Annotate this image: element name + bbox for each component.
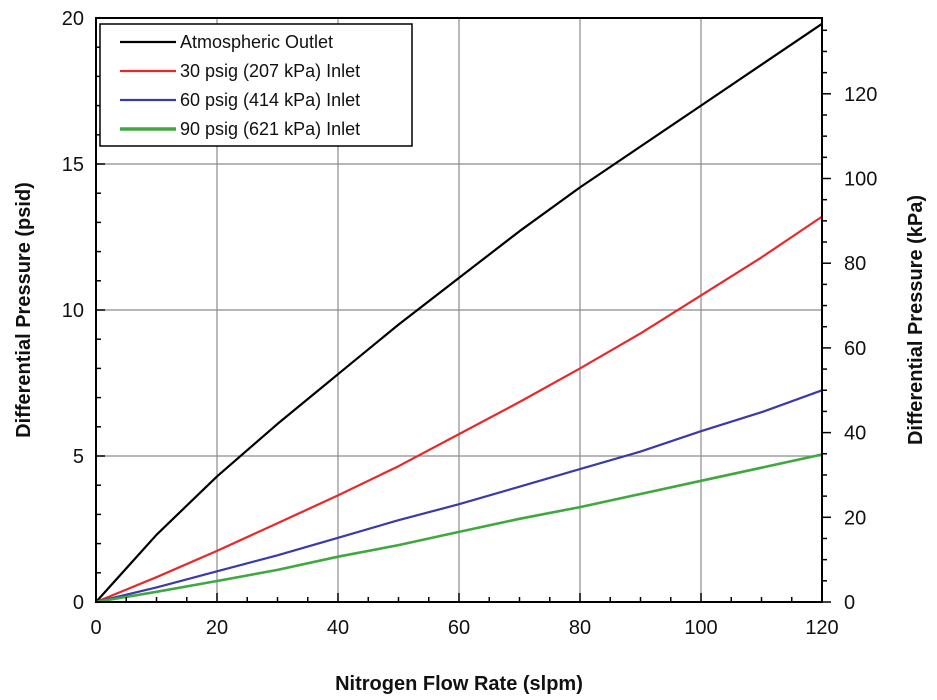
x-axis-title: Nitrogen Flow Rate (slpm)	[335, 673, 583, 695]
y2-tick-label: 40	[844, 423, 866, 445]
y2-tick-label: 60	[844, 338, 866, 360]
x-tick-label: 120	[805, 617, 838, 639]
y2-tick-label: 20	[844, 507, 866, 529]
y2-tick-label: 120	[844, 84, 877, 106]
y2-tick-label: 80	[844, 253, 866, 275]
series-line	[95, 389, 823, 604]
y2-tick-label: 100	[844, 169, 877, 191]
y-tick-label: 20	[62, 8, 84, 30]
series-line	[95, 215, 823, 604]
legend-label: 90 psig (621 kPa) Inlet	[180, 119, 360, 139]
legend: Atmospheric Outlet 30 psig (207 kPa) Inle…	[99, 23, 413, 147]
x-tick-label: 60	[448, 617, 470, 639]
y-tick-label: 5	[73, 446, 84, 468]
y-tick-label: 10	[62, 300, 84, 322]
x-tick-label: 20	[206, 617, 228, 639]
series-line	[95, 22, 823, 603]
legend-label: Atmospheric Outlet	[180, 32, 333, 52]
x-tick-label: 40	[327, 617, 349, 639]
ticks: 0 20 40 60 80 100 120 0 5 10 15 20 0 20 40 60 80 100 120	[62, 8, 878, 639]
legend-label: 30 psig (207 kPa) Inlet	[180, 61, 360, 81]
y-tick-label: 15	[62, 154, 84, 176]
y-tick-label: 0	[73, 592, 84, 614]
x-tick-label: 80	[569, 617, 591, 639]
y2-axis-title: Differential Pressure (kPa)	[905, 195, 927, 445]
legend-box	[99, 23, 413, 147]
x-tick-label: 0	[90, 617, 101, 639]
series-layer	[95, 22, 823, 604]
y-axis-title: Differential Pressure (psid)	[13, 182, 35, 438]
x-tick-label: 100	[684, 617, 717, 639]
series-line	[95, 453, 823, 604]
legend-label: 60 psig (414 kPa) Inlet	[180, 90, 360, 110]
y2-tick-label: 0	[844, 592, 855, 614]
